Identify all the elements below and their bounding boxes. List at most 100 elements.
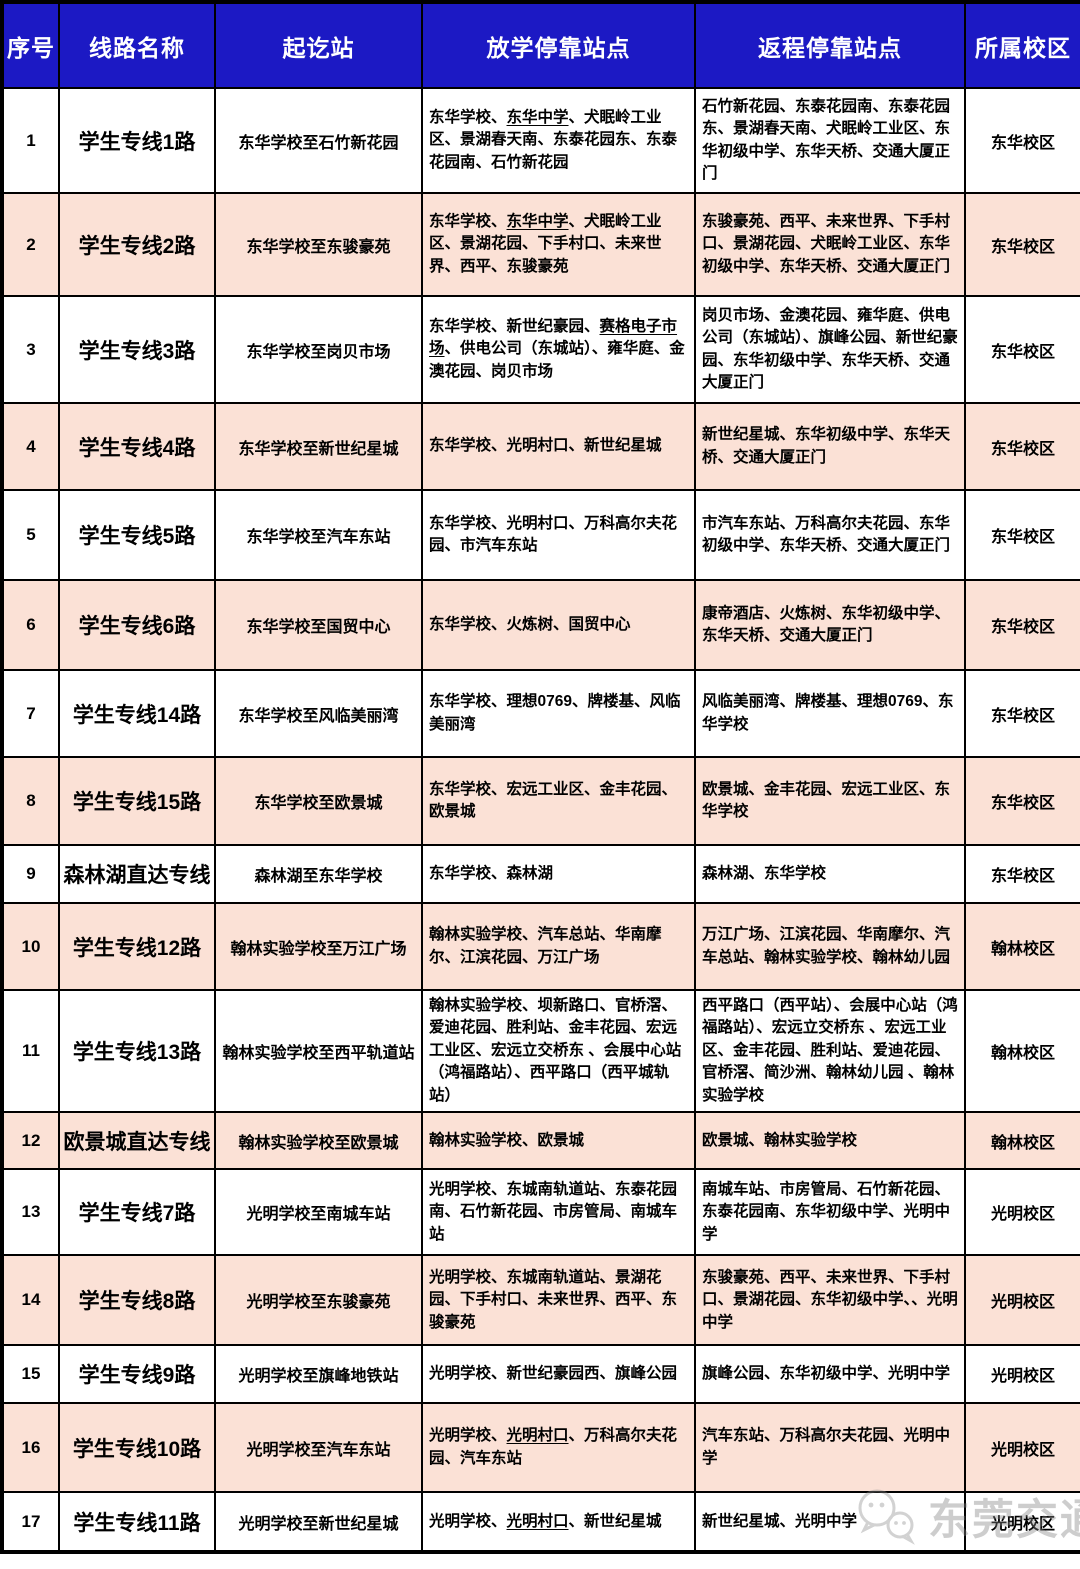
line-name-cell: 森林湖直达专线	[58, 844, 216, 904]
line-name-cell: 学生专线10路	[58, 1402, 216, 1494]
row-number-cell: 17	[1, 1491, 60, 1554]
return-stops-cell: 旗峰公园、东华初级中学、光明中学	[694, 1344, 966, 1405]
afterschool-stops-cell: 翰林实验学校、欧景城	[421, 1111, 696, 1171]
campus-cell: 东华校区	[964, 295, 1080, 404]
campus-cell: 东华校区	[964, 489, 1080, 581]
route-endpoints-cell: 东华学校至新世纪星城	[214, 402, 423, 491]
afterschool-stops-cell: 东华学校、火炼树、国贸中心	[421, 579, 696, 671]
line-name-cell: 学生专线9路	[58, 1344, 216, 1405]
route-endpoints-cell: 东华学校至岗贝市场	[214, 295, 423, 404]
line-name-cell: 学生专线15路	[58, 756, 216, 846]
row-number-cell: 5	[1, 489, 60, 581]
table-row: 6 学生专线6路 东华学校至国贸中心 东华学校、火炼树、国贸中心 康帝酒店、火炼…	[1, 579, 1080, 671]
line-name-cell: 学生专线5路	[58, 489, 216, 581]
campus-cell: 东华校区	[964, 192, 1080, 297]
table-row: 13 学生专线7路 光明学校至南城车站 光明学校、东城南轨道站、东泰花园南、石竹…	[1, 1168, 1080, 1257]
afterschool-stops-cell: 东华学校、宏远工业区、金丰花园、欧景城	[421, 756, 696, 846]
afterschool-stops-cell: 光明学校、新世纪豪园西、旗峰公园	[421, 1344, 696, 1405]
route-endpoints-cell: 东华学校至欧景城	[214, 756, 423, 846]
afterschool-stops-cell: 光明学校、光明村口、万科高尔夫花园、汽车东站	[421, 1402, 696, 1494]
return-stops-cell: 欧景城、翰林实验学校	[694, 1111, 966, 1171]
return-stops-cell: 西平路口（西平站）、会展中心站（鸿福路站）、宏远立交桥东 、宏远工业区、金丰花园…	[694, 988, 966, 1114]
table-row: 8 学生专线15路 东华学校至欧景城 东华学校、宏远工业区、金丰花园、欧景城 欧…	[1, 756, 1080, 846]
line-name-cell: 欧景城直达专线	[58, 1111, 216, 1171]
route-endpoints-cell: 光明学校至旗峰地铁站	[214, 1344, 423, 1405]
route-endpoints-cell: 翰林实验学校至万江广场	[214, 902, 423, 991]
table-row: 5 学生专线5路 东华学校至汽车东站 东华学校、光明村口、万科高尔夫花园、市汽车…	[1, 489, 1080, 581]
route-endpoints-cell: 光明学校至东骏豪苑	[214, 1254, 423, 1347]
row-number-cell: 1	[1, 87, 60, 194]
return-stops-cell: 石竹新花园、东泰花园南、东泰花园东、景湖春天南、犬眠岭工业区、东华初级中学、东华…	[694, 87, 966, 194]
campus-cell: 光明校区	[964, 1168, 1080, 1257]
campus-cell: 东华校区	[964, 669, 1080, 758]
row-number-cell: 6	[1, 579, 60, 671]
afterschool-stops-cell: 东华学校、光明村口、万科高尔夫花园、市汽车东站	[421, 489, 696, 581]
row-number-cell: 4	[1, 402, 60, 491]
route-endpoints-cell: 东华学校至风临美丽湾	[214, 669, 423, 758]
table-row: 12 欧景城直达专线 翰林实验学校至欧景城 翰林实验学校、欧景城 欧景城、翰林实…	[1, 1111, 1080, 1171]
table-row: 17 学生专线11路 光明学校至新世纪星城 光明学校、光明村口、新世纪星城 新世…	[1, 1491, 1080, 1554]
table-row: 15 学生专线9路 光明学校至旗峰地铁站 光明学校、新世纪豪园西、旗峰公园 旗峰…	[1, 1344, 1080, 1405]
table-row: 7 学生专线14路 东华学校至风临美丽湾 东华学校、理想0769、牌楼基、风临美…	[1, 669, 1080, 758]
return-stops-cell: 东骏豪苑、西平、未来世界、下手村口、景湖花园、东华初级中学、、光明中学	[694, 1254, 966, 1347]
row-number-cell: 13	[1, 1168, 60, 1257]
row-number-cell: 3	[1, 295, 60, 404]
afterschool-stops-cell: 翰林实验学校、坝新路口、官桥滘、爱迪花园、胜利站、金丰花园、宏远工业区、宏远立交…	[421, 988, 696, 1114]
table-row: 16 学生专线10路 光明学校至汽车东站 光明学校、光明村口、万科高尔夫花园、汽…	[1, 1402, 1080, 1494]
table-row: 4 学生专线4路 东华学校至新世纪星城 东华学校、光明村口、新世纪星城 新世纪星…	[1, 402, 1080, 491]
afterschool-stops-cell: 东华学校、森林湖	[421, 844, 696, 904]
row-number-cell: 11	[1, 988, 60, 1114]
table-row: 2 学生专线2路 东华学校至东骏豪苑 东华学校、东华中学、犬眠岭工业区、景湖花园…	[1, 192, 1080, 297]
afterschool-stops-cell: 东华学校、光明村口、新世纪星城	[421, 402, 696, 491]
afterschool-stops-cell: 光明学校、东城南轨道站、东泰花园南、石竹新花园、市房管局、南城车站	[421, 1168, 696, 1257]
row-number-cell: 2	[1, 192, 60, 297]
table-row: 9 森林湖直达专线 森林湖至东华学校 东华学校、森林湖 森林湖、东华学校 东华校…	[1, 844, 1080, 904]
campus-cell: 东华校区	[964, 579, 1080, 671]
return-stops-cell: 岗贝市场、金澳花园、雍华庭、供电公司（东城站）、旗峰公园、新世纪豪园、东华初级中…	[694, 295, 966, 404]
return-stops-cell: 风临美丽湾、牌楼基、理想0769、东华学校	[694, 669, 966, 758]
afterschool-stops-cell: 光明学校、光明村口、新世纪星城	[421, 1491, 696, 1554]
line-name-cell: 学生专线11路	[58, 1491, 216, 1554]
campus-cell: 翰林校区	[964, 988, 1080, 1114]
table-row: 3 学生专线3路 东华学校至岗贝市场 东华学校、新世纪豪园、赛格电子市场、供电公…	[1, 295, 1080, 404]
campus-cell: 东华校区	[964, 87, 1080, 194]
line-name-cell: 学生专线13路	[58, 988, 216, 1114]
table-row: 1 学生专线1路 东华学校至石竹新花园 东华学校、东华中学、犬眠岭工业区、景湖春…	[1, 87, 1080, 194]
route-endpoints-cell: 森林湖至东华学校	[214, 844, 423, 904]
table-row: 11 学生专线13路 翰林实验学校至西平轨道站 翰林实验学校、坝新路口、官桥滘、…	[1, 988, 1080, 1114]
return-stops-cell: 市汽车东站、万科高尔夫花园、东华初级中学、东华天桥、交通大厦正门	[694, 489, 966, 581]
line-name-cell: 学生专线2路	[58, 192, 216, 297]
campus-cell: 翰林校区	[964, 1111, 1080, 1171]
col-header-index: 序号	[1, 1, 60, 89]
campus-cell: 光明校区	[964, 1344, 1080, 1405]
return-stops-cell: 汽车东站、万科高尔夫花园、光明中学	[694, 1402, 966, 1494]
route-endpoints-cell: 东华学校至国贸中心	[214, 579, 423, 671]
line-name-cell: 学生专线4路	[58, 402, 216, 491]
route-endpoints-cell: 翰林实验学校至西平轨道站	[214, 988, 423, 1114]
row-number-cell: 9	[1, 844, 60, 904]
route-endpoints-cell: 东华学校至汽车东站	[214, 489, 423, 581]
row-number-cell: 7	[1, 669, 60, 758]
line-name-cell: 学生专线12路	[58, 902, 216, 991]
return-stops-cell: 南城车站、市房管局、石竹新花园、东泰花园南、东华初级中学、光明中学	[694, 1168, 966, 1257]
col-header-return-stops: 返程停靠站点	[694, 1, 966, 89]
afterschool-stops-cell: 东华学校、新世纪豪园、赛格电子市场、供电公司（东城站）、雍华庭、金澳花园、岗贝市…	[421, 295, 696, 404]
col-header-endpoints: 起讫站	[214, 1, 423, 89]
col-header-line-name: 线路名称	[58, 1, 216, 89]
row-number-cell: 14	[1, 1254, 60, 1347]
campus-cell: 翰林校区	[964, 902, 1080, 991]
return-stops-cell: 万江广场、江滨花园、华南摩尔、汽车总站、翰林实验学校、翰林幼儿园	[694, 902, 966, 991]
col-header-afterschool-stops: 放学停靠站点	[421, 1, 696, 89]
line-name-cell: 学生专线3路	[58, 295, 216, 404]
row-number-cell: 15	[1, 1344, 60, 1405]
campus-cell: 东华校区	[964, 844, 1080, 904]
line-name-cell: 学生专线6路	[58, 579, 216, 671]
afterschool-stops-cell: 东华学校、东华中学、犬眠岭工业区、景湖春天南、东泰花园东、东泰花园南、石竹新花园	[421, 87, 696, 194]
line-name-cell: 学生专线8路	[58, 1254, 216, 1347]
row-number-cell: 8	[1, 756, 60, 846]
route-endpoints-cell: 东华学校至东骏豪苑	[214, 192, 423, 297]
route-endpoints-cell: 东华学校至石竹新花园	[214, 87, 423, 194]
return-stops-cell: 森林湖、东华学校	[694, 844, 966, 904]
afterschool-stops-cell: 东华学校、东华中学、犬眠岭工业区、景湖花园、下手村口、未来世界、西平、东骏豪苑	[421, 192, 696, 297]
